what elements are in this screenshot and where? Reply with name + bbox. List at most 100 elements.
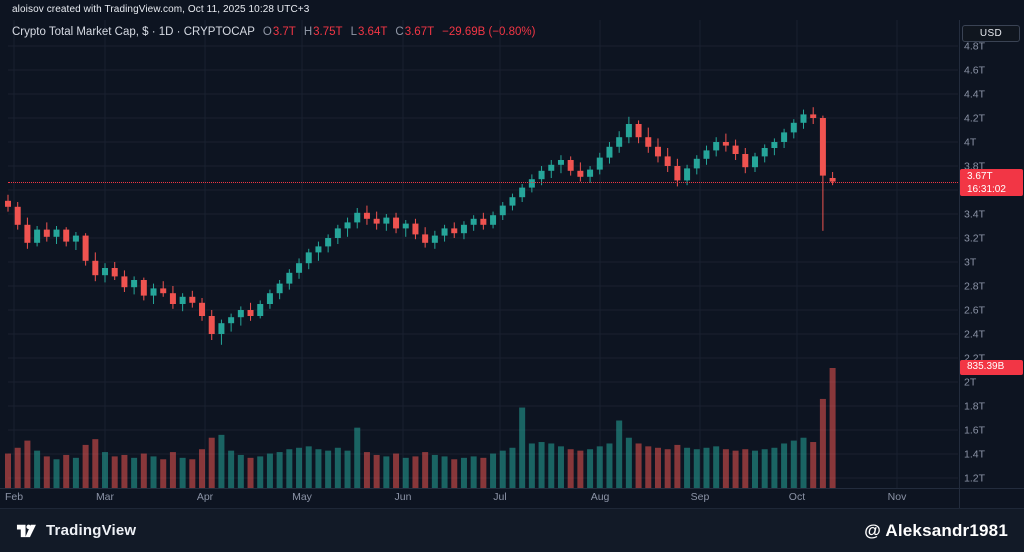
volume-bar bbox=[548, 443, 555, 488]
volume-bar bbox=[422, 452, 429, 488]
time-tick-label: Nov bbox=[888, 491, 907, 503]
volume-bar bbox=[305, 446, 312, 488]
volume-bar bbox=[625, 437, 632, 488]
tradingview-brand[interactable]: TradingView bbox=[16, 520, 136, 541]
candle bbox=[528, 179, 535, 188]
volume-bar bbox=[810, 442, 817, 488]
candle bbox=[286, 272, 293, 284]
volume-bar bbox=[344, 450, 351, 488]
volume-bar bbox=[247, 457, 254, 488]
candle bbox=[102, 268, 109, 276]
volume-bar bbox=[781, 443, 788, 488]
ohlc-low: L 3.64T bbox=[351, 26, 388, 38]
candle bbox=[509, 197, 516, 206]
price-tick-label: 4T bbox=[964, 137, 977, 149]
currency-toggle-button[interactable]: USD bbox=[962, 25, 1020, 42]
volume-bar bbox=[63, 454, 70, 488]
volume-bar bbox=[800, 437, 807, 488]
price-tick-label: 2T bbox=[964, 377, 977, 389]
volume-bar bbox=[460, 457, 467, 488]
candle bbox=[266, 293, 273, 304]
candle bbox=[383, 217, 390, 224]
volume-bar bbox=[499, 450, 506, 488]
volume-bar bbox=[538, 442, 545, 488]
candle bbox=[179, 296, 186, 304]
candle bbox=[237, 310, 244, 318]
candle bbox=[92, 260, 99, 276]
candle bbox=[257, 304, 264, 316]
price-tick-label: 1.4T bbox=[964, 449, 986, 461]
volume-bar bbox=[334, 447, 341, 488]
volume-bar bbox=[82, 444, 89, 488]
volume-series bbox=[5, 368, 836, 488]
volume-bar bbox=[761, 449, 768, 488]
candle bbox=[557, 160, 564, 165]
ohlc-high: H 3.75T bbox=[304, 26, 343, 38]
attribution-text: aloisov created with TradingView.com, Oc… bbox=[12, 4, 310, 15]
price-chart-canvas[interactable]: 4.8T4.6T4.4T4.2T4T3.8T3.6T3.4T3.2T3T2.8T… bbox=[0, 0, 1024, 508]
candle bbox=[645, 137, 652, 147]
candle bbox=[140, 280, 147, 296]
footer-bar: TradingView @ Aleksandr1981 bbox=[0, 508, 1024, 552]
volume-bar bbox=[218, 434, 225, 488]
volume-bar bbox=[742, 449, 749, 488]
candle bbox=[548, 164, 555, 171]
symbol-title[interactable]: Crypto Total Market Cap, $ · 1D · CRYPTO… bbox=[12, 26, 255, 38]
ohlc-close: C 3.67T bbox=[395, 26, 434, 38]
volume-bar bbox=[402, 457, 409, 488]
low-letter: L bbox=[350, 26, 357, 38]
candle bbox=[790, 122, 797, 133]
time-tick-label: Jul bbox=[493, 491, 506, 503]
volume-bar bbox=[703, 447, 710, 488]
candle bbox=[577, 170, 584, 177]
volume-bar bbox=[431, 454, 438, 488]
volume-bar bbox=[315, 449, 322, 488]
candle bbox=[538, 170, 545, 180]
price-tick-label: 2.8T bbox=[964, 281, 986, 293]
candle bbox=[121, 276, 128, 288]
candle bbox=[325, 238, 332, 247]
candle bbox=[43, 229, 50, 237]
volume-bar bbox=[693, 449, 700, 488]
volume-bar bbox=[257, 456, 264, 488]
candle bbox=[5, 200, 11, 207]
time-tick-label: May bbox=[292, 491, 313, 503]
candle bbox=[150, 288, 157, 296]
candle bbox=[713, 142, 720, 151]
volume-bar bbox=[354, 427, 361, 488]
current-price-axis-label: 3.67T 16:31:02 bbox=[960, 169, 1023, 196]
time-tick-label: Jun bbox=[395, 491, 412, 503]
time-tick-label: Apr bbox=[197, 491, 214, 503]
volume-bar bbox=[199, 449, 206, 488]
volume-bar bbox=[490, 453, 497, 488]
current-price-value: 3.67T bbox=[967, 171, 993, 182]
volume-bar bbox=[528, 443, 535, 488]
volume-bar bbox=[771, 447, 778, 488]
open-letter: O bbox=[262, 26, 272, 38]
candle bbox=[519, 187, 526, 198]
volume-bar bbox=[169, 452, 176, 488]
price-tick-label: 4.8T bbox=[964, 41, 986, 53]
candle bbox=[24, 224, 31, 243]
tradingview-brand-name[interactable]: TradingView bbox=[46, 522, 137, 539]
candle bbox=[412, 223, 419, 235]
volume-bar bbox=[383, 456, 390, 488]
candle bbox=[819, 118, 826, 176]
candle-series bbox=[5, 107, 836, 345]
candle bbox=[800, 114, 807, 123]
volume-bar bbox=[606, 443, 613, 488]
volume-bar bbox=[732, 450, 739, 488]
candle bbox=[480, 218, 487, 225]
volume-bar bbox=[43, 456, 50, 488]
volume-bar bbox=[276, 452, 283, 488]
candle bbox=[228, 317, 235, 324]
symbol-legend[interactable]: Crypto Total Market Cap, $ · 1D · CRYPTO… bbox=[12, 26, 535, 38]
price-tick-label: 2.6T bbox=[964, 305, 986, 317]
price-tick-label: 4.4T bbox=[964, 89, 986, 101]
candle bbox=[305, 252, 312, 264]
candle bbox=[761, 148, 768, 157]
volume-bar bbox=[519, 407, 526, 488]
candle bbox=[674, 166, 681, 181]
candle bbox=[344, 222, 351, 229]
volume-bar bbox=[237, 454, 244, 488]
